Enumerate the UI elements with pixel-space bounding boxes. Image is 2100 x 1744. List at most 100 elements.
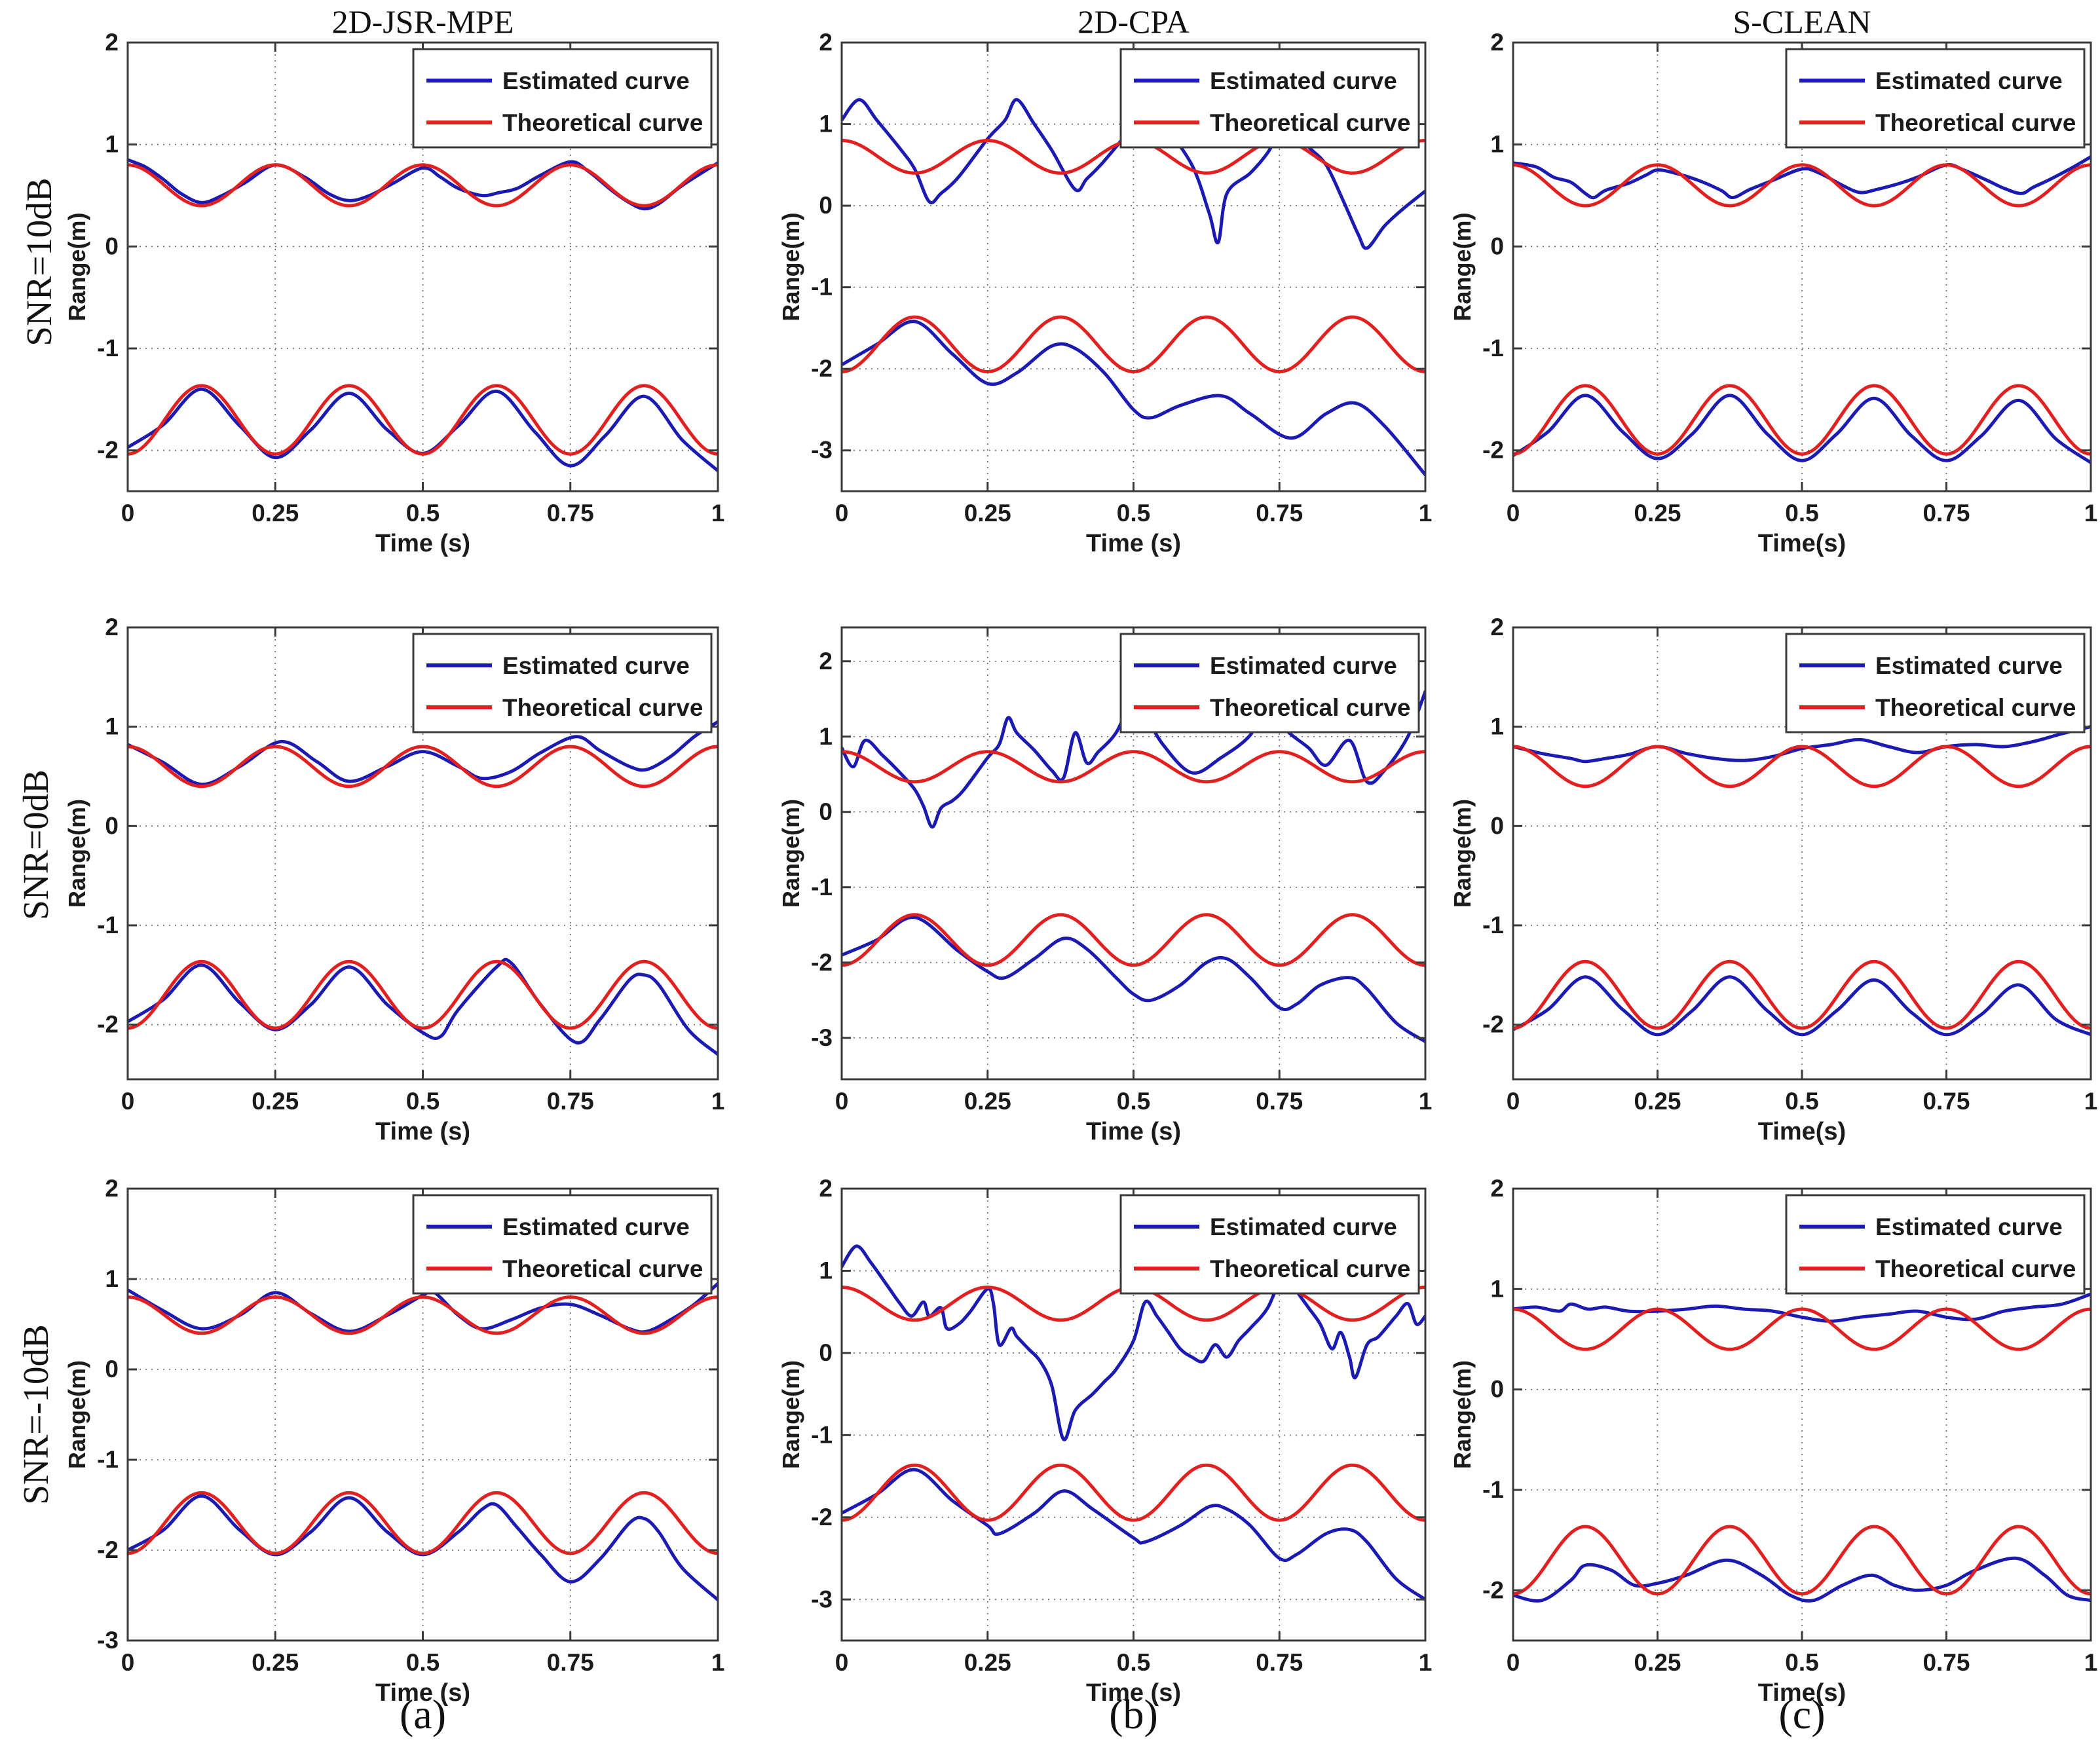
axis-box xyxy=(1512,1187,2092,1642)
axis-box xyxy=(126,626,719,1081)
svg-text:0.5: 0.5 xyxy=(1785,1088,1818,1115)
y-axis-label: Range(m) xyxy=(779,1360,804,1469)
svg-text:0: 0 xyxy=(819,192,833,219)
series-theoretical-upper xyxy=(128,163,718,208)
svg-text:0.25: 0.25 xyxy=(1634,1649,1681,1676)
svg-text:2: 2 xyxy=(105,614,119,640)
subplot-r1c1: 2 1 0 -1 -2 0 0.25 0.5 0.75 1 Range(m) Time (s) Esti… xyxy=(66,0,727,576)
svg-text:1: 1 xyxy=(2084,1088,2098,1115)
svg-text:1: 1 xyxy=(711,1649,725,1676)
series-estimated-lower xyxy=(842,320,1425,477)
subplot-r2c1: 2 1 0 -1 -2 0 0.25 0.5 0.75 1 Range(m) Time (s) Esti… xyxy=(66,582,727,1164)
svg-text:0.75: 0.75 xyxy=(1922,500,1970,527)
subplot-r3c3: 2 1 0 -1 -2 0 0.25 0.5 0.75 1 Range(m) Time(s) Estim… xyxy=(1451,1162,2100,1744)
svg-text:1: 1 xyxy=(1490,713,1504,740)
svg-text:0: 0 xyxy=(1490,1376,1504,1403)
x-axis-label: Time (s) xyxy=(375,1679,470,1707)
svg-text:0: 0 xyxy=(835,1088,849,1115)
svg-text:0: 0 xyxy=(819,1339,833,1366)
svg-text:1: 1 xyxy=(105,131,119,158)
svg-text:-3: -3 xyxy=(811,437,833,464)
svg-text:2: 2 xyxy=(819,648,833,675)
series-estimated-lower xyxy=(128,1494,718,1602)
legend-label-theoretical: Theoretical curve xyxy=(1210,109,1410,136)
series-theoretical-upper xyxy=(1513,745,2091,789)
svg-text:1: 1 xyxy=(1490,131,1504,158)
series-estimated-lower xyxy=(1513,1556,2091,1603)
svg-text:0.75: 0.75 xyxy=(547,1649,594,1676)
series-theoretical-lower xyxy=(1513,384,2091,456)
svg-text:-1: -1 xyxy=(1482,335,1504,362)
legend: Estimated curve Theoretical curve xyxy=(412,1194,713,1295)
subplot-r3c2: 2 1 0 -1 -2 -3 0 0.25 0.5 0.75 1 Range(m) Time (s) Es… xyxy=(779,1162,1434,1744)
x-axis-label: Time (s) xyxy=(1086,530,1181,557)
svg-text:-1: -1 xyxy=(97,912,119,938)
x-axis-label: Time (s) xyxy=(375,530,470,557)
series xyxy=(842,1244,1425,1601)
series xyxy=(1513,1292,2091,1603)
svg-text:-2: -2 xyxy=(811,949,833,976)
series xyxy=(128,158,718,473)
svg-text:0.25: 0.25 xyxy=(252,500,299,527)
series-estimated-upper xyxy=(1513,1292,2091,1323)
svg-text:0.75: 0.75 xyxy=(547,500,594,527)
svg-text:0.25: 0.25 xyxy=(1634,1088,1681,1115)
x-axis-label: Time(s) xyxy=(1758,1679,1846,1707)
series xyxy=(128,720,718,1056)
legend-label-estimated: Estimated curve xyxy=(502,652,690,679)
svg-text:0.5: 0.5 xyxy=(406,500,440,527)
svg-text:-2: -2 xyxy=(1482,1011,1504,1038)
legend-label-theoretical: Theoretical curve xyxy=(502,694,703,721)
svg-text:0.5: 0.5 xyxy=(1117,500,1150,527)
row-label-snr-minus10db: SNR=-10dB xyxy=(16,1324,56,1505)
svg-text:-2: -2 xyxy=(811,1504,833,1531)
svg-text:-2: -2 xyxy=(811,355,833,382)
svg-text:2: 2 xyxy=(105,29,119,56)
svg-text:0.5: 0.5 xyxy=(406,1649,440,1676)
series-theoretical-lower xyxy=(842,913,1425,967)
svg-text:0: 0 xyxy=(1507,500,1520,527)
tick-labels: 2 1 0 -1 -2 0 0.25 0.5 0.75 1 xyxy=(1482,614,2097,1115)
svg-text:0: 0 xyxy=(1490,232,1504,259)
svg-text:-3: -3 xyxy=(811,1024,833,1051)
svg-text:-3: -3 xyxy=(811,1586,833,1612)
svg-text:0.5: 0.5 xyxy=(1117,1088,1150,1115)
subplot-r2c3: 2 1 0 -1 -2 0 0.25 0.5 0.75 1 Range(m) Time(s) Estim… xyxy=(1451,582,2100,1164)
series-estimated-upper xyxy=(842,1244,1425,1441)
svg-text:-2: -2 xyxy=(97,1011,119,1038)
legend-label-estimated: Estimated curve xyxy=(1875,652,2063,679)
series-theoretical-upper xyxy=(128,745,718,789)
series-estimated-upper xyxy=(1513,725,2091,764)
svg-text:1: 1 xyxy=(2084,500,2098,527)
series-estimated-lower xyxy=(128,387,718,473)
svg-text:2: 2 xyxy=(819,1175,833,1202)
series-theoretical-lower xyxy=(128,1491,718,1555)
y-axis-label: Range(m) xyxy=(66,212,90,321)
legend-label-estimated: Estimated curve xyxy=(1875,1214,2063,1240)
svg-text:1: 1 xyxy=(819,723,833,750)
series xyxy=(1513,725,2091,1037)
svg-text:0.25: 0.25 xyxy=(964,500,1011,527)
svg-text:-1: -1 xyxy=(811,874,833,900)
svg-text:0.25: 0.25 xyxy=(964,1088,1011,1115)
chart-2d-cpa-snr0: 2 1 0 -1 -2 -3 0 0.25 0.5 0.75 1 Range(m) Time (s) Es… xyxy=(779,626,1432,1145)
series xyxy=(1513,155,2091,464)
legend-label-estimated: Estimated curve xyxy=(1210,652,1397,679)
svg-text:0: 0 xyxy=(105,1356,119,1382)
subplot-r1c2: 2 1 0 -1 -2 -3 0 0.25 0.5 0.75 1 Range(m) Time (s) Es… xyxy=(779,0,1434,576)
x-axis-label: Time (s) xyxy=(375,1118,470,1145)
svg-text:-1: -1 xyxy=(1482,912,1504,938)
legend: Estimated curve Theoretical curve xyxy=(1785,48,2086,149)
svg-text:-2: -2 xyxy=(1482,1576,1504,1603)
tick-labels: 210-1-2-30 0.25 0.5 0.75 1 xyxy=(97,1175,724,1676)
subplot-r1c3: 2 1 0 -1 -2 0 0.25 0.5 0.75 1 Range(m) Time(s) Estim… xyxy=(1451,0,2100,576)
svg-text:-1: -1 xyxy=(811,1421,833,1448)
series-theoretical-lower xyxy=(1513,1525,2091,1596)
series-estimated-lower xyxy=(842,1468,1425,1601)
svg-text:2: 2 xyxy=(1490,614,1504,640)
chart-2d-cpa-snr10: 2 1 0 -1 -2 -3 0 0.25 0.5 0.75 1 Range(m) Time (s) Es… xyxy=(779,29,1432,557)
svg-text:0: 0 xyxy=(121,1649,135,1676)
svg-text:-1: -1 xyxy=(811,274,833,301)
